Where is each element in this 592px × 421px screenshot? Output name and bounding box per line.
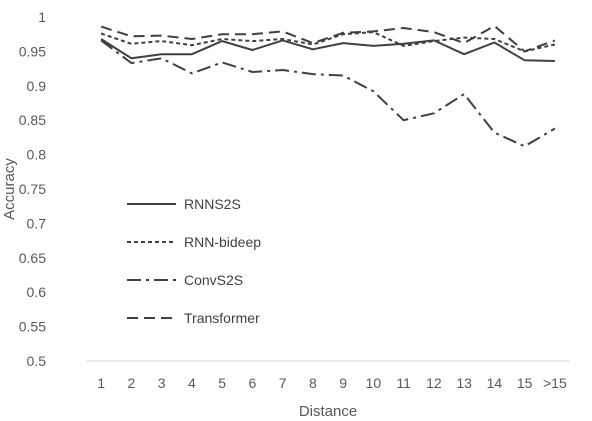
x-tick-label: 12 (426, 375, 442, 391)
y-tick-label: 0.6 (27, 284, 47, 300)
series-line-rnn-bideep (100, 31, 556, 53)
y-axis-title: Accuracy (1, 158, 18, 220)
y-tick-label: 0.65 (19, 250, 46, 266)
x-axis-ticks: 1 2 3 4 5 6 7 8 9 10 11 12 13 14 15 >15 (97, 375, 567, 391)
x-tick-label: 4 (188, 375, 196, 391)
y-tick-label: 0.5 (27, 353, 47, 369)
y-tick-label: 1 (38, 9, 46, 25)
y-tick-label: 0.75 (19, 181, 46, 197)
x-tick-label: 14 (487, 375, 503, 391)
x-axis-title: Distance (299, 403, 357, 420)
x-tick-label: 1 (97, 375, 105, 391)
x-tick-label: 8 (309, 375, 317, 391)
x-tick-label: 5 (218, 375, 226, 391)
y-tick-label: 0.85 (19, 112, 46, 128)
x-tick-label: 10 (366, 375, 382, 391)
y-tick-label: 0.95 (19, 43, 46, 59)
y-tick-label: 0.9 (27, 78, 47, 94)
legend-label: RNNS2S (184, 196, 241, 212)
series-line-transformer (100, 24, 556, 53)
legend: RNNS2S RNN-bideep ConvS2S Transformer (127, 196, 261, 326)
x-tick-label: >15 (543, 375, 567, 391)
x-tick-label: 13 (456, 375, 472, 391)
x-tick-label: 9 (339, 375, 347, 391)
x-tick-label: 6 (248, 375, 256, 391)
legend-label: Transformer (184, 310, 260, 326)
x-tick-label: 7 (279, 375, 287, 391)
x-tick-label: 11 (396, 375, 411, 391)
x-tick-label: 15 (517, 375, 533, 391)
series-line-rnns2s (100, 38, 555, 62)
series-line-convs2s (100, 39, 556, 148)
y-tick-label: 0.55 (19, 319, 46, 335)
x-tick-label: 2 (127, 375, 135, 391)
legend-label: RNN-bideep (184, 234, 261, 250)
y-tick-label: 0.7 (27, 215, 47, 231)
x-tick-label: 3 (158, 375, 166, 391)
legend-label: ConvS2S (184, 272, 243, 288)
y-tick-label: 0.8 (27, 147, 47, 163)
y-axis-ticks: 0.5 0.55 0.6 0.65 0.7 0.75 0.8 0.85 0.9 0.95 1 (19, 9, 46, 369)
series-lines (100, 24, 556, 148)
